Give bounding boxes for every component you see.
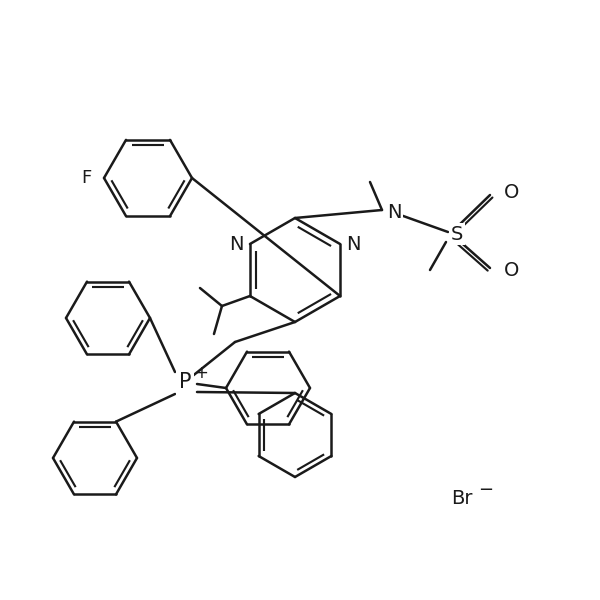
- Text: P: P: [179, 372, 191, 392]
- Text: +: +: [194, 364, 208, 382]
- Text: F: F: [81, 169, 91, 187]
- Text: S: S: [451, 224, 463, 244]
- Text: N: N: [229, 235, 244, 253]
- Text: Br: Br: [451, 488, 473, 508]
- Text: −: −: [478, 481, 494, 499]
- Text: O: O: [504, 260, 520, 280]
- Text: N: N: [346, 235, 361, 253]
- Text: O: O: [504, 184, 520, 202]
- Text: N: N: [387, 202, 401, 221]
